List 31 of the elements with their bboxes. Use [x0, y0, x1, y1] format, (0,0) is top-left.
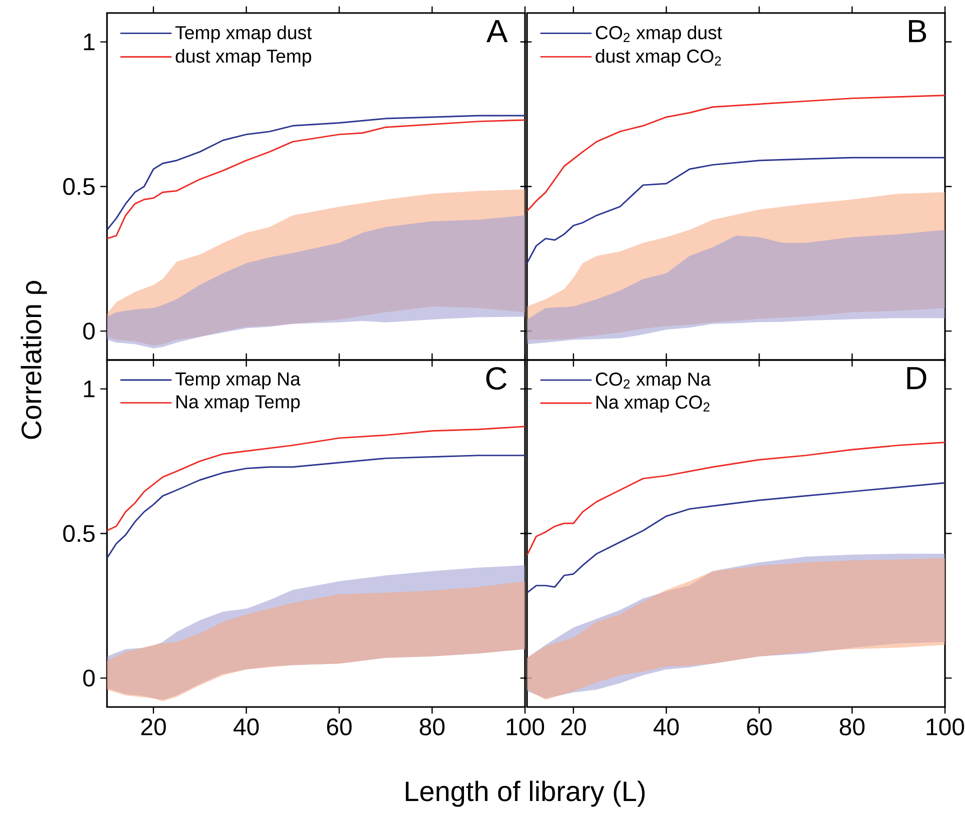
y-axis-title: Correlation ρ: [20, 280, 47, 439]
legend-label: dust xmap CO$_{2}$: [596, 49, 721, 66]
legend-label: CO$_{2}$ xmap Na: [596, 372, 711, 390]
x-axis-title: Length of library (L): [406, 780, 645, 807]
x-tick-label: 80: [420, 718, 445, 736]
x-tick-label: 100: [506, 718, 544, 736]
y-tick-label: 0: [83, 322, 95, 340]
legend-label: CO$_{2}$ xmap dust: [596, 26, 722, 43]
x-tick-label: 20: [141, 718, 166, 736]
y-tick-label: 0.5: [63, 524, 95, 542]
y-tick-label: 1: [84, 34, 94, 50]
x-tick-label: 20: [561, 718, 586, 736]
x-tick-label: 40: [234, 718, 259, 736]
x-tick-label: 100: [926, 718, 964, 736]
x-tick-label: 80: [840, 718, 865, 736]
x-tick-label: 60: [747, 718, 772, 736]
legend-label: Na xmap Temp: [176, 395, 300, 412]
x-tick-label: 40: [654, 718, 679, 736]
legend-label: Temp xmap Na: [175, 372, 300, 390]
line-series: [107, 454, 525, 559]
chart-title: B: [909, 20, 926, 42]
legend-label: dust xmap Temp: [176, 49, 312, 66]
y-tick-label: 0.5: [63, 178, 95, 195]
legend-label: Temp xmap dust: [175, 26, 312, 43]
chart-title: D: [907, 367, 926, 390]
y-tick-label: 1: [84, 380, 94, 398]
chart-title: C: [486, 367, 507, 390]
x-tick-label: 60: [327, 718, 352, 736]
chart-title: A: [486, 20, 508, 42]
legend-label: Na xmap CO$_{2}$: [596, 396, 710, 412]
y-tick-label: 0: [83, 670, 95, 687]
